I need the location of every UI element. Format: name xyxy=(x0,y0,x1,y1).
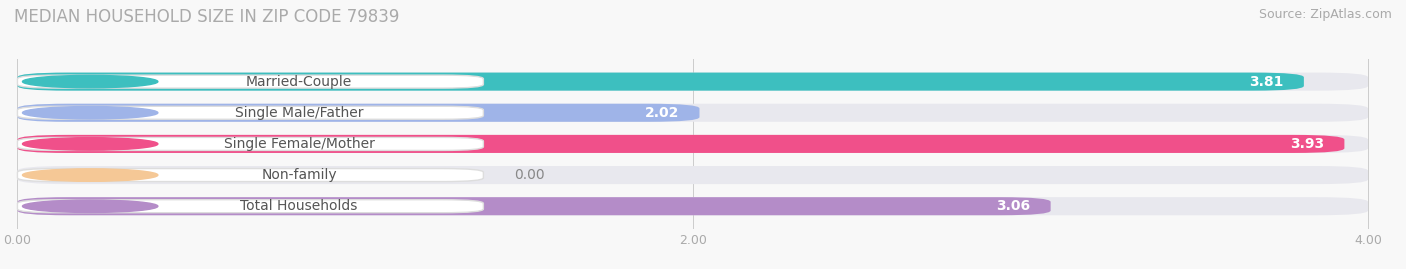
FancyBboxPatch shape xyxy=(17,104,700,122)
FancyBboxPatch shape xyxy=(17,200,484,213)
Text: Source: ZipAtlas.com: Source: ZipAtlas.com xyxy=(1258,8,1392,21)
Text: Married-Couple: Married-Couple xyxy=(246,75,353,89)
Text: 0.00: 0.00 xyxy=(513,168,544,182)
Circle shape xyxy=(22,200,157,213)
FancyBboxPatch shape xyxy=(17,137,484,150)
Text: Non-family: Non-family xyxy=(262,168,337,182)
Circle shape xyxy=(22,75,157,88)
FancyBboxPatch shape xyxy=(17,73,1303,91)
FancyBboxPatch shape xyxy=(17,166,1368,184)
Circle shape xyxy=(22,107,157,119)
FancyBboxPatch shape xyxy=(17,73,1368,91)
Text: 3.93: 3.93 xyxy=(1291,137,1324,151)
FancyBboxPatch shape xyxy=(17,169,484,182)
Text: 2.02: 2.02 xyxy=(645,106,679,120)
FancyBboxPatch shape xyxy=(17,197,1368,215)
Text: Total Households: Total Households xyxy=(240,199,359,213)
FancyBboxPatch shape xyxy=(17,135,1368,153)
Text: MEDIAN HOUSEHOLD SIZE IN ZIP CODE 79839: MEDIAN HOUSEHOLD SIZE IN ZIP CODE 79839 xyxy=(14,8,399,26)
FancyBboxPatch shape xyxy=(17,197,1050,215)
Circle shape xyxy=(22,169,157,181)
Circle shape xyxy=(22,138,157,150)
FancyBboxPatch shape xyxy=(17,75,484,88)
Text: 3.81: 3.81 xyxy=(1250,75,1284,89)
Text: 3.06: 3.06 xyxy=(997,199,1031,213)
FancyBboxPatch shape xyxy=(17,106,484,119)
FancyBboxPatch shape xyxy=(17,135,1344,153)
Text: Single Female/Mother: Single Female/Mother xyxy=(224,137,374,151)
Text: Single Male/Father: Single Male/Father xyxy=(235,106,363,120)
FancyBboxPatch shape xyxy=(17,104,1368,122)
